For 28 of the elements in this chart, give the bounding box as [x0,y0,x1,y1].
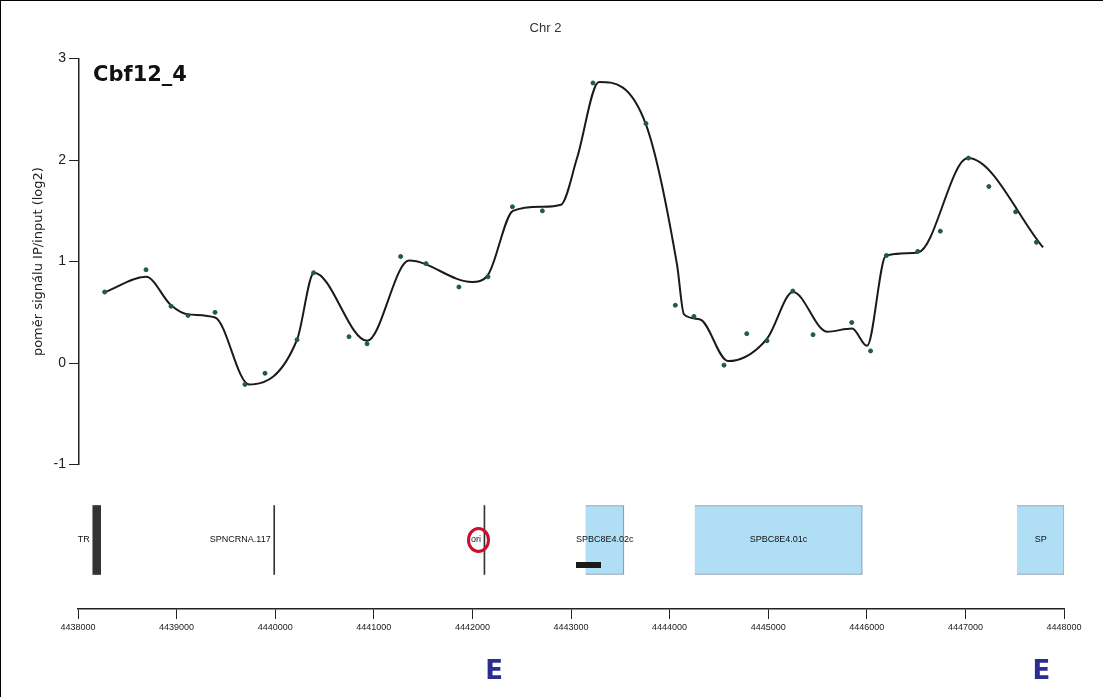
bar [92,505,102,575]
y-tick-label: 0 [58,353,67,370]
data-label: SP [1034,534,1047,545]
annotation: E [485,654,503,685]
chart-title: Chr 2 [529,20,562,36]
x-tick-label: 4439000 [159,621,195,632]
annotation: E [1032,654,1051,685]
data-label: SPNCRNA.117 [209,534,271,545]
data-label: SPBC8E4.02c [575,534,634,545]
x-tick-label: 4442000 [454,621,490,632]
x-tick-label: 4444000 [652,621,688,632]
y-axis-title: poměr signálu IP/input (log2) [30,167,46,357]
y-tick-label: 2 [58,150,67,167]
data-label: SPBC8E4.01c [749,534,808,545]
data-label: ori [470,534,481,545]
x-tick-label: 4447000 [947,621,983,632]
x-tick-label: 4440000 [257,621,293,632]
x-tick-label: 4438000 [60,621,96,632]
chart-subtitle: Cbf12_4 [93,62,187,87]
y-tick-label: 1 [58,252,67,269]
x-tick-label: 4443000 [553,621,589,632]
data-label: TR [77,534,91,545]
x-tick-label: 4445000 [750,621,786,632]
x-tick-label: 4446000 [849,621,885,632]
y-tick-label: -1 [53,455,67,472]
x-tick-label: 4448000 [1046,621,1082,632]
x-tick-label: 4441000 [356,621,392,632]
y-tick-label: 3 [58,49,67,66]
